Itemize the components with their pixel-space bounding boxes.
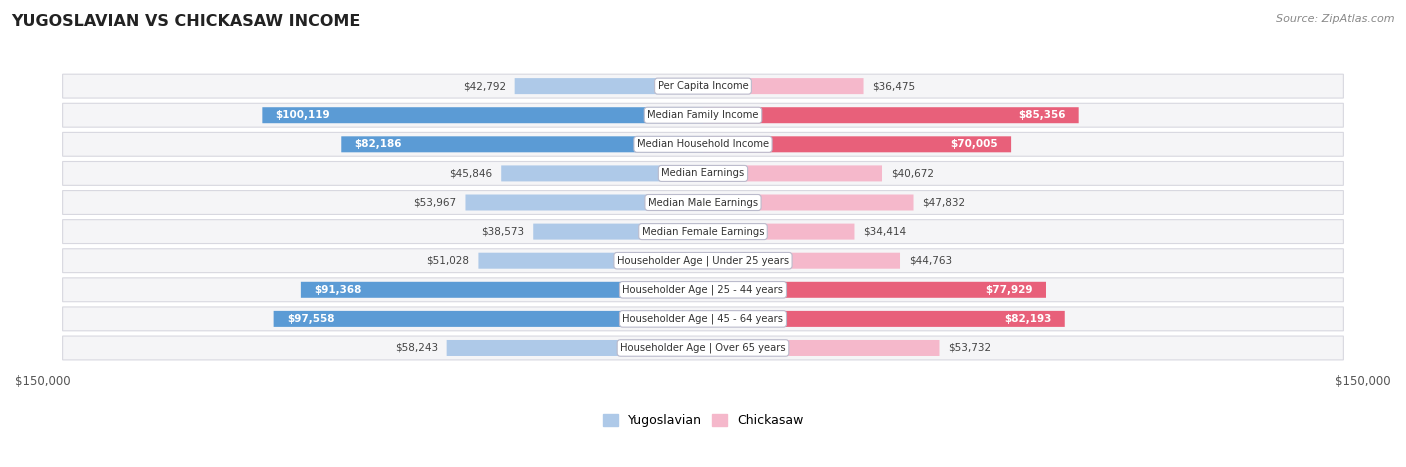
FancyBboxPatch shape xyxy=(703,224,855,240)
Text: $36,475: $36,475 xyxy=(872,81,915,91)
Text: $53,967: $53,967 xyxy=(413,198,457,207)
Text: $53,732: $53,732 xyxy=(948,343,991,353)
Text: $40,672: $40,672 xyxy=(891,169,934,178)
Text: Median Male Earnings: Median Male Earnings xyxy=(648,198,758,207)
Text: $58,243: $58,243 xyxy=(395,343,437,353)
Text: $70,005: $70,005 xyxy=(950,139,998,149)
FancyBboxPatch shape xyxy=(63,249,1343,273)
Text: $85,356: $85,356 xyxy=(1018,110,1066,120)
Text: $42,792: $42,792 xyxy=(463,81,506,91)
Text: Median Female Earnings: Median Female Earnings xyxy=(641,226,765,237)
FancyBboxPatch shape xyxy=(63,336,1343,360)
FancyBboxPatch shape xyxy=(263,107,703,123)
Text: Householder Age | Over 65 years: Householder Age | Over 65 years xyxy=(620,343,786,353)
Text: $97,558: $97,558 xyxy=(287,314,335,324)
FancyBboxPatch shape xyxy=(63,132,1343,156)
Text: Median Earnings: Median Earnings xyxy=(661,169,745,178)
FancyBboxPatch shape xyxy=(703,194,914,211)
FancyBboxPatch shape xyxy=(63,74,1343,98)
FancyBboxPatch shape xyxy=(501,165,703,181)
FancyBboxPatch shape xyxy=(465,194,703,211)
FancyBboxPatch shape xyxy=(301,282,703,298)
Text: $82,193: $82,193 xyxy=(1004,314,1052,324)
FancyBboxPatch shape xyxy=(274,311,703,327)
Legend: Yugoslavian, Chickasaw: Yugoslavian, Chickasaw xyxy=(598,410,808,432)
Text: $51,028: $51,028 xyxy=(426,256,470,266)
FancyBboxPatch shape xyxy=(63,278,1343,302)
Text: $44,763: $44,763 xyxy=(908,256,952,266)
FancyBboxPatch shape xyxy=(63,191,1343,214)
FancyBboxPatch shape xyxy=(478,253,703,269)
Text: Median Household Income: Median Household Income xyxy=(637,139,769,149)
FancyBboxPatch shape xyxy=(533,224,703,240)
FancyBboxPatch shape xyxy=(515,78,703,94)
Text: $47,832: $47,832 xyxy=(922,198,966,207)
Text: Householder Age | 25 - 44 years: Householder Age | 25 - 44 years xyxy=(623,284,783,295)
FancyBboxPatch shape xyxy=(447,340,703,356)
FancyBboxPatch shape xyxy=(703,107,1078,123)
FancyBboxPatch shape xyxy=(703,253,900,269)
FancyBboxPatch shape xyxy=(703,282,1046,298)
FancyBboxPatch shape xyxy=(342,136,703,152)
Text: $38,573: $38,573 xyxy=(481,226,524,237)
Text: $45,846: $45,846 xyxy=(450,169,492,178)
FancyBboxPatch shape xyxy=(63,103,1343,127)
FancyBboxPatch shape xyxy=(703,136,1011,152)
Text: $91,368: $91,368 xyxy=(314,285,361,295)
FancyBboxPatch shape xyxy=(703,311,1064,327)
Text: $77,929: $77,929 xyxy=(986,285,1033,295)
FancyBboxPatch shape xyxy=(703,165,882,181)
Text: Per Capita Income: Per Capita Income xyxy=(658,81,748,91)
FancyBboxPatch shape xyxy=(703,340,939,356)
Text: Householder Age | Under 25 years: Householder Age | Under 25 years xyxy=(617,255,789,266)
Text: $100,119: $100,119 xyxy=(276,110,330,120)
Text: Householder Age | 45 - 64 years: Householder Age | 45 - 64 years xyxy=(623,314,783,324)
Text: Median Family Income: Median Family Income xyxy=(647,110,759,120)
FancyBboxPatch shape xyxy=(703,78,863,94)
FancyBboxPatch shape xyxy=(63,307,1343,331)
FancyBboxPatch shape xyxy=(63,162,1343,185)
Text: $82,186: $82,186 xyxy=(354,139,402,149)
Text: $34,414: $34,414 xyxy=(863,226,907,237)
FancyBboxPatch shape xyxy=(63,219,1343,243)
Text: Source: ZipAtlas.com: Source: ZipAtlas.com xyxy=(1277,14,1395,24)
Text: YUGOSLAVIAN VS CHICKASAW INCOME: YUGOSLAVIAN VS CHICKASAW INCOME xyxy=(11,14,360,29)
